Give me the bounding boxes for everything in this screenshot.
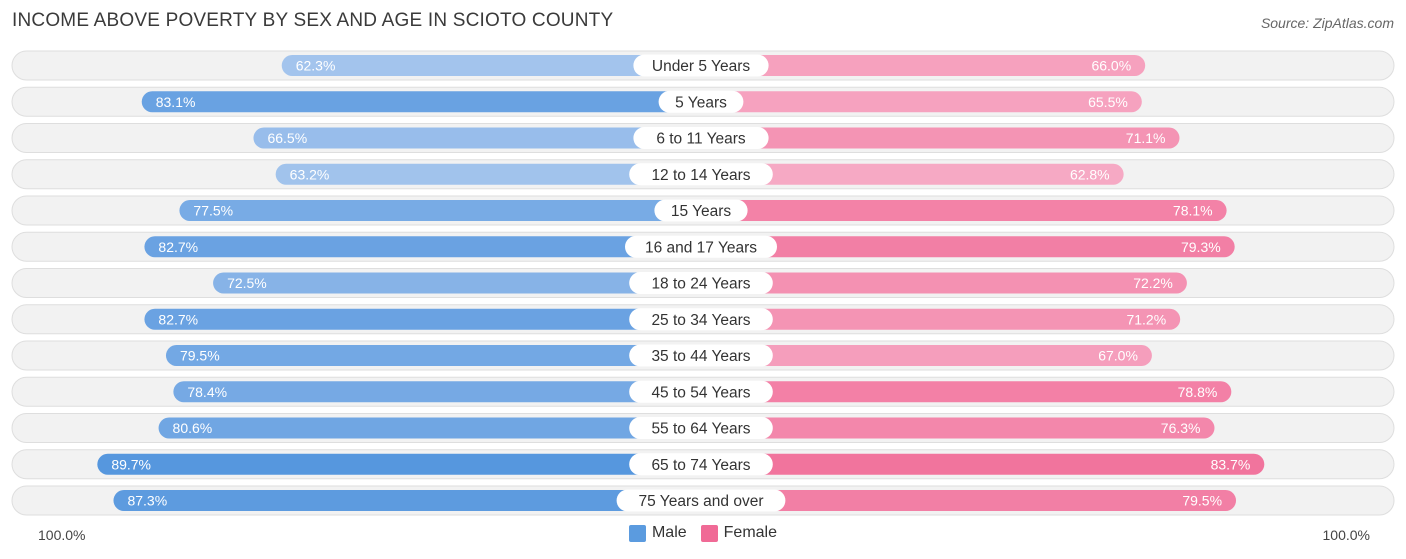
value-label-female-5-years: 65.5% [1088,94,1128,110]
value-label-female-18-to-24-years: 72.2% [1133,275,1173,291]
bar-male-35-to-44-years [166,345,701,366]
bar-female-25-to-34-years [701,309,1180,330]
value-label-male-55-to-64-years: 80.6% [173,420,213,436]
category-label-16-and-17-years: 16 and 17 Years [645,239,757,256]
legend-item-female[interactable]: Female [701,524,777,542]
bar-male-25-to-34-years [144,309,701,330]
value-label-male-18-to-24-years: 72.5% [227,275,267,291]
bar-female-15-years [701,200,1227,221]
value-label-male-15-years: 77.5% [193,203,233,219]
legend: Male Female [0,524,1406,542]
bar-female-6-to-11-years [701,128,1180,149]
category-label-12-to-14-years: 12 to 14 Years [651,167,750,184]
legend-label-male: Male [652,524,687,542]
value-label-female-under-5-years: 66.0% [1091,58,1131,74]
category-label-6-to-11-years: 6 to 11 Years [656,131,746,148]
diverging-bar-chart: 62.3% 66.0% Under 5 Years 83.1% 65.5% 5 Years… [0,0,1406,559]
category-label-under-5-years: Under 5 Years [652,58,750,75]
value-label-female-75-years-and-over: 79.5% [1182,493,1222,509]
bar-male-18-to-24-years [213,273,701,294]
bar-male-75-years-and-over [113,490,701,511]
value-label-female-35-to-44-years: 67.0% [1098,348,1138,364]
value-label-male-65-to-74-years: 89.7% [111,456,151,472]
value-label-male-35-to-44-years: 79.5% [180,348,220,364]
bar-male-16-and-17-years [144,236,701,257]
bar-female-18-to-24-years [701,273,1187,294]
legend-label-female: Female [724,524,777,542]
value-label-male-under-5-years: 62.3% [296,58,336,74]
value-label-female-55-to-64-years: 76.3% [1161,420,1201,436]
bar-female-45-to-54-years [701,381,1231,402]
value-label-female-6-to-11-years: 71.1% [1126,130,1166,146]
bar-female-55-to-64-years [701,418,1214,439]
category-label-45-to-54-years: 45 to 54 Years [651,384,750,401]
category-label-55-to-64-years: 55 to 64 Years [651,421,750,438]
legend-swatch-male [629,525,646,542]
bar-male-55-to-64-years [159,418,701,439]
bar-male-65-to-74-years [97,454,701,475]
value-label-male-25-to-34-years: 82.7% [158,311,198,327]
value-label-female-12-to-14-years: 62.8% [1070,166,1110,182]
bar-male-45-to-54-years [173,381,701,402]
value-label-female-25-to-34-years: 71.2% [1126,311,1166,327]
category-label-75-years-and-over: 75 Years and over [639,493,764,510]
category-label-25-to-34-years: 25 to 34 Years [651,312,750,329]
category-label-15-years: 15 Years [671,203,732,220]
value-label-male-16-and-17-years: 82.7% [158,239,198,255]
bar-female-16-and-17-years [701,236,1235,257]
value-label-female-16-and-17-years: 79.3% [1181,239,1221,255]
value-label-female-45-to-54-years: 78.8% [1178,384,1218,400]
legend-item-male[interactable]: Male [629,524,687,542]
bar-female-65-to-74-years [701,454,1264,475]
bar-female-5-years [701,91,1142,112]
legend-swatch-female [701,525,718,542]
bar-male-15-years [179,200,701,221]
value-label-male-12-to-14-years: 63.2% [290,166,330,182]
category-label-35-to-44-years: 35 to 44 Years [651,348,750,365]
value-label-male-5-years: 83.1% [156,94,196,110]
category-label-18-to-24-years: 18 to 24 Years [651,276,750,293]
value-label-male-6-to-11-years: 66.5% [267,130,307,146]
value-label-female-65-to-74-years: 83.7% [1211,456,1251,472]
category-label-5-years: 5 Years [675,94,727,111]
value-label-male-45-to-54-years: 78.4% [187,384,227,400]
value-label-male-75-years-and-over: 87.3% [127,493,167,509]
value-label-female-15-years: 78.1% [1173,203,1213,219]
category-label-65-to-74-years: 65 to 74 Years [651,457,750,474]
bar-male-5-years [142,91,701,112]
